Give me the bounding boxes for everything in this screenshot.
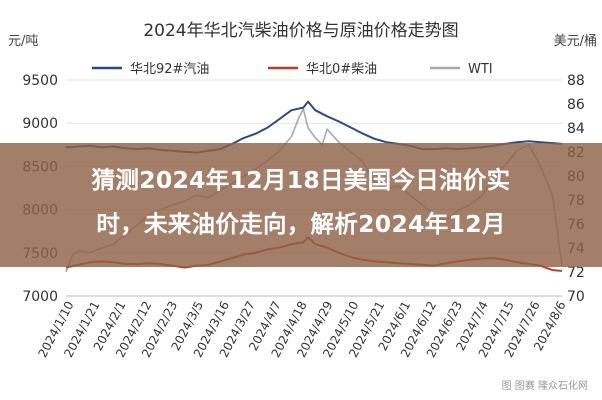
y-left-tick-label: 9500 — [22, 73, 58, 89]
y-right-tick-label: 70 — [567, 289, 585, 305]
legend: 华北92#汽油 华北0#柴油 WTI — [92, 62, 493, 77]
article-title-banner: 猜测2024年12月18日美国今日油价实 时，未来油价走向，解析2024年12月 — [0, 143, 602, 267]
legend-label: WTI — [468, 62, 493, 77]
right-axis-unit: 美元/桶 — [554, 34, 597, 49]
y-right-tick-label: 86 — [567, 97, 585, 113]
banner-line-2: 时，未来油价走向，解析2024年12月 — [96, 210, 506, 238]
legend-label: 华北0#柴油 — [306, 62, 377, 77]
left-axis-unit: 元/吨 — [8, 34, 38, 49]
x-axis: 2024/1/102024/1/212024/2/12024/2/122024/… — [35, 299, 568, 360]
y-right-tick-label: 72 — [567, 265, 585, 281]
watermark: 图 图赛 隆众石化网 — [501, 381, 588, 392]
y-left-tick-label: 9000 — [22, 116, 58, 132]
y-left-tick-label: 7000 — [22, 289, 58, 305]
banner-line-1: 猜测2024年12月18日美国今日油价实 — [91, 166, 511, 194]
chart-title: 2024年华北汽柴油价格与原油价格走势图 — [143, 21, 458, 41]
y-right-tick-label: 88 — [567, 73, 585, 89]
y-right-tick-label: 84 — [567, 121, 585, 137]
legend-label: 华北92#汽油 — [130, 62, 209, 77]
